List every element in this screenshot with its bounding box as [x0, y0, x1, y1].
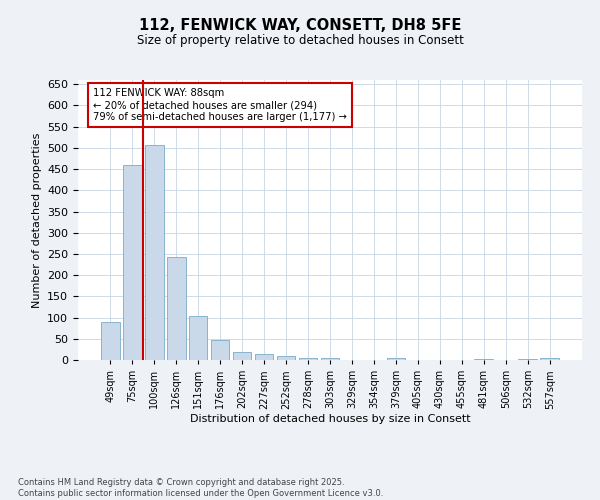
Bar — [299, 358, 317, 360]
Text: 112 FENWICK WAY: 88sqm
← 20% of detached houses are smaller (294)
79% of semi-de: 112 FENWICK WAY: 88sqm ← 20% of detached… — [93, 88, 347, 122]
Bar — [386, 358, 405, 360]
Text: Contains HM Land Registry data © Crown copyright and database right 2025.
Contai: Contains HM Land Registry data © Crown c… — [18, 478, 383, 498]
Text: Size of property relative to detached houses in Consett: Size of property relative to detached ho… — [137, 34, 463, 47]
Text: 112, FENWICK WAY, CONSETT, DH8 5FE: 112, FENWICK WAY, CONSETT, DH8 5FE — [139, 18, 461, 32]
Bar — [211, 340, 229, 360]
Bar — [541, 358, 559, 360]
Bar — [189, 316, 208, 360]
Bar — [123, 165, 142, 360]
Bar — [167, 258, 185, 360]
X-axis label: Distribution of detached houses by size in Consett: Distribution of detached houses by size … — [190, 414, 470, 424]
Bar — [320, 358, 340, 360]
Bar — [145, 145, 164, 360]
Bar — [255, 354, 274, 360]
Bar — [518, 358, 537, 360]
Bar — [475, 358, 493, 360]
Bar — [233, 352, 251, 360]
Y-axis label: Number of detached properties: Number of detached properties — [32, 132, 41, 308]
Bar — [101, 322, 119, 360]
Bar — [277, 356, 295, 360]
